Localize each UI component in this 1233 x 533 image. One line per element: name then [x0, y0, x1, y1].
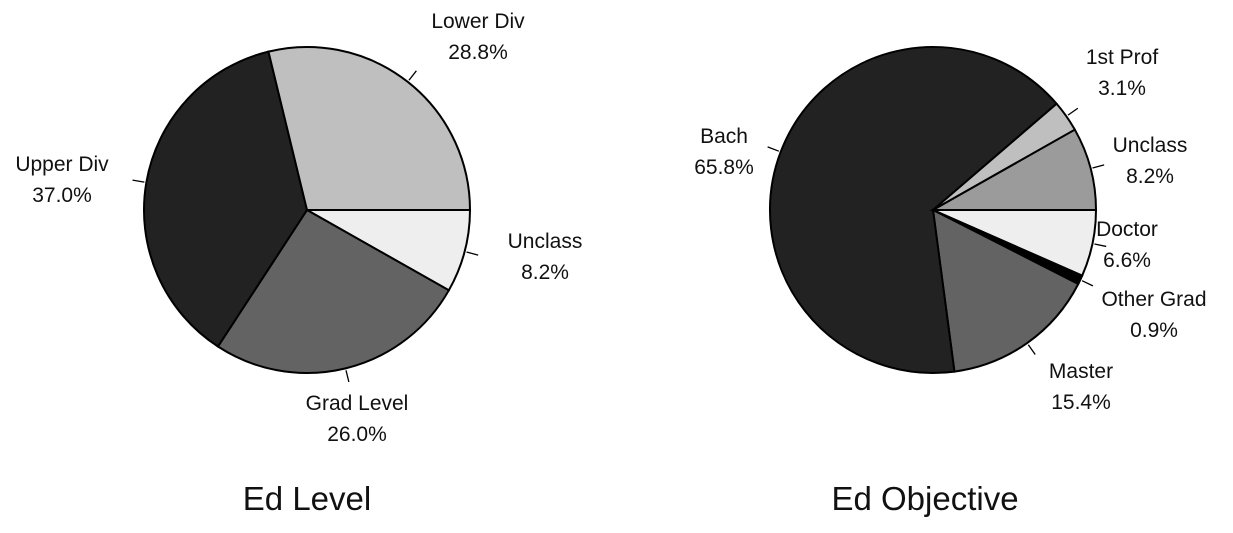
pie-1-leader-doctor [1094, 243, 1107, 248]
pie-1-slice-master [931, 208, 1080, 373]
pie-1-leader-master [1027, 344, 1036, 355]
pie-0-value-unclass: 8.2% [521, 261, 569, 284]
pie-1-leader-bach [767, 146, 780, 152]
pie-0-value-grad-level: 26.0% [327, 423, 387, 446]
pie-1-value-1st-prof: 3.1% [1098, 77, 1146, 100]
pie-0-leader-unclass [466, 251, 479, 256]
pie-0-value-lower-div: 28.8% [448, 41, 508, 64]
pie-1-label-bach: Bach [700, 125, 748, 148]
pie-1-value-other-grad: 0.9% [1130, 319, 1178, 342]
pie-1-value-bach: 65.8% [694, 156, 754, 179]
pie-0-leader-lower-div [408, 70, 417, 81]
pie-1-label-doctor: Doctor [1096, 218, 1158, 241]
pie-0-label-unclass: Unclass [508, 230, 583, 253]
pie-0-slice-upper-div [143, 50, 309, 348]
pie-0-value-upper-div: 37.0% [32, 184, 92, 207]
pie-1-label-master: Master [1049, 360, 1113, 383]
pie-1-title: Ed Objective [831, 480, 1018, 517]
pie-1-label-1st-prof: 1st Prof [1086, 46, 1159, 69]
pie-0-title: Ed Level [243, 480, 371, 517]
pie-1-label-other-grad: Other Grad [1101, 288, 1206, 311]
pie-0-slice-lower-div [267, 46, 472, 211]
pie-1-value-unclass: 8.2% [1126, 165, 1174, 188]
pie-1-label-unclass: Unclass [1113, 134, 1188, 157]
pie-1-leader-1st-prof [1067, 107, 1079, 116]
pie-0-label-lower-div: Lower Div [431, 10, 525, 33]
pie-1-value-master: 15.4% [1051, 391, 1111, 414]
pie-1-value-doctor: 6.6% [1103, 249, 1151, 272]
pie-0-leader-upper-div [132, 179, 145, 183]
pie-0-slice-grad-level [216, 208, 451, 374]
pie-1-leader-other-grad [1081, 280, 1094, 287]
pie-1-slice-bach [769, 46, 1059, 374]
pie-0-label-upper-div: Upper Div [15, 153, 109, 176]
pie-0-label-grad-level: Grad Level [306, 392, 409, 415]
pie-1-leader-unclass [1092, 164, 1105, 169]
pie-1-slice-unclass [929, 128, 1098, 211]
pie-0-leader-grad-level [345, 370, 350, 383]
